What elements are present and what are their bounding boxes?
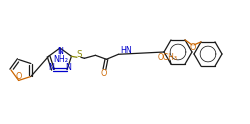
Text: O: O (100, 69, 106, 78)
Text: O: O (190, 43, 196, 52)
Text: HN: HN (120, 46, 132, 55)
Text: N: N (58, 46, 64, 56)
Text: NH₂: NH₂ (53, 55, 68, 63)
Text: N: N (66, 63, 71, 72)
Text: N: N (48, 63, 54, 72)
Text: O: O (16, 72, 22, 81)
Text: OCH₃: OCH₃ (158, 53, 178, 62)
Text: S: S (76, 50, 82, 59)
